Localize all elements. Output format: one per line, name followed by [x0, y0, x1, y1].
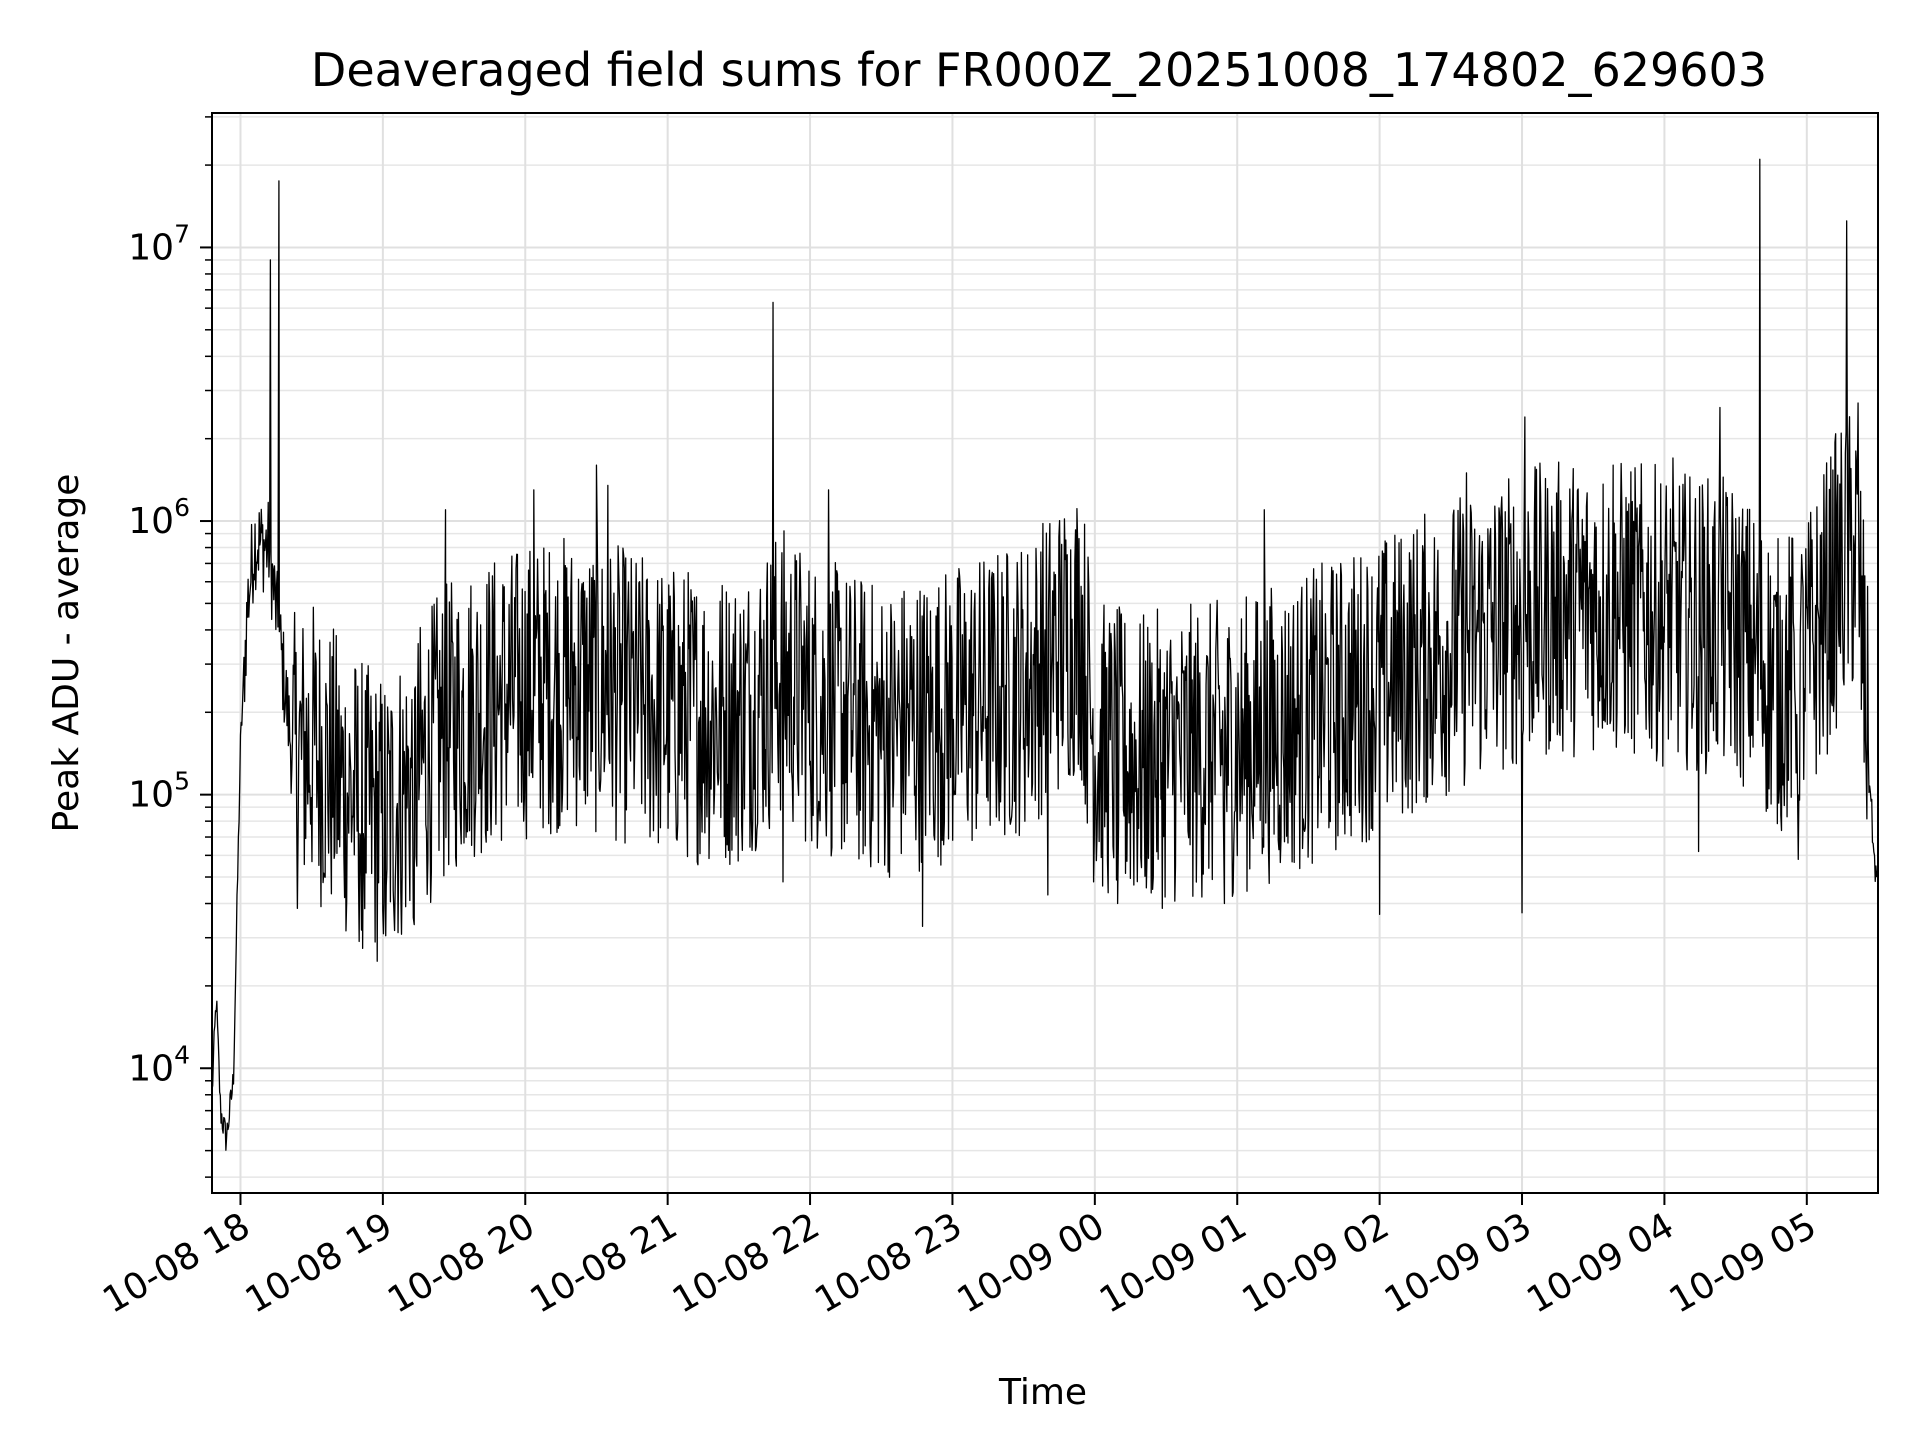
- x-tick-label: 10-09 02: [1235, 1205, 1396, 1321]
- x-tick-label: 10-08 22: [666, 1205, 827, 1321]
- y-axis: 104 105 106 107: [128, 116, 212, 1178]
- y-tick-label: 104: [128, 1040, 190, 1089]
- x-tick-label: 10-09 00: [951, 1205, 1112, 1321]
- x-tick-label: 10-09 05: [1663, 1205, 1824, 1321]
- plot-area: [212, 158, 1878, 1151]
- y-tick-label: 107: [128, 219, 190, 268]
- x-axis-label: Time: [998, 1372, 1087, 1413]
- x-tick-label: 10-08 23: [808, 1205, 969, 1321]
- x-tick-label: 10-08 18: [96, 1205, 257, 1321]
- grid-minor: [212, 116, 1878, 1178]
- chart-title: Deaveraged field sums for FR000Z_2025100…: [311, 43, 1767, 97]
- y-tick-label: 105: [128, 767, 190, 816]
- y-tick-label: 106: [128, 493, 190, 542]
- x-tick-label: 10-09 04: [1520, 1205, 1681, 1321]
- plot-frame: [211, 112, 1879, 1194]
- x-tick-label: 10-08 21: [523, 1205, 684, 1321]
- x-tick-label: 10-08 19: [239, 1205, 400, 1321]
- x-tick-label: 10-09 01: [1093, 1205, 1254, 1321]
- x-tick-label: 10-09 03: [1378, 1205, 1539, 1321]
- grid-major: [212, 113, 1878, 1193]
- x-tick-label: 10-08 20: [381, 1205, 542, 1321]
- y-axis-label: Peak ADU - average: [46, 474, 87, 833]
- series-line: [212, 158, 1878, 1151]
